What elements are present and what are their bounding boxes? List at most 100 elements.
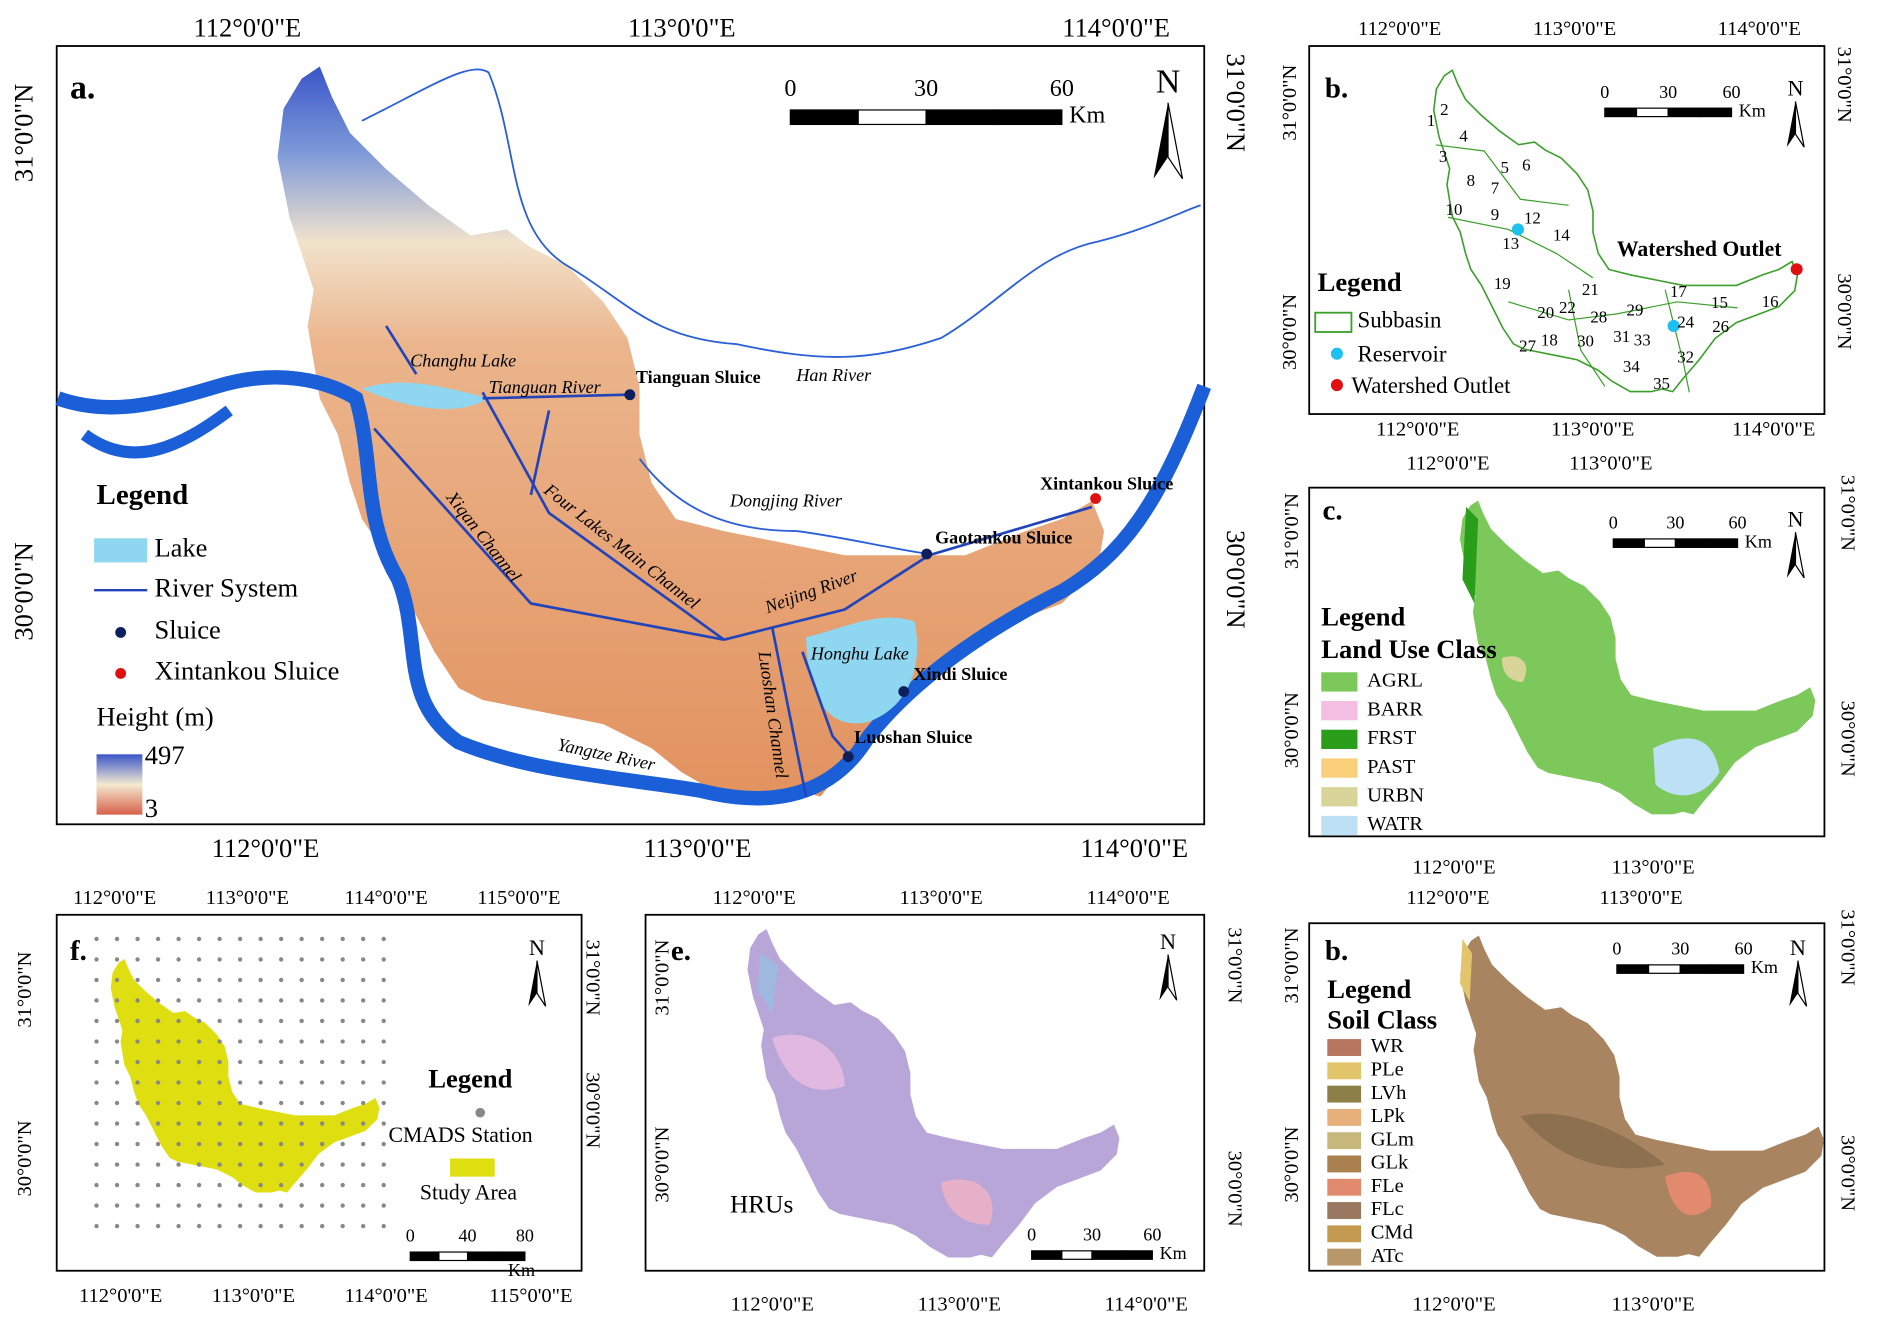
station-dot: [361, 1162, 366, 1167]
map-annotation: Dongjing River: [729, 490, 843, 510]
scale-label: 60: [1143, 1225, 1161, 1245]
station-dot: [196, 1203, 202, 1208]
subbasin-id: 5: [1500, 158, 1508, 177]
sluices: [624, 389, 1102, 763]
station-dot: [176, 1121, 181, 1126]
station-dot: [114, 1182, 120, 1188]
four-lakes-channel: [481, 391, 725, 641]
station-dot: [319, 1141, 325, 1147]
station-dot: [237, 1223, 243, 1229]
station-dot: [381, 977, 386, 983]
forest-patch: [1462, 506, 1479, 604]
station-dot: [381, 1203, 386, 1208]
scale-unit: Km: [1751, 957, 1778, 977]
legend-item: LVh: [1371, 1082, 1407, 1104]
legend-title: Legend: [97, 479, 189, 511]
station-dot: [340, 977, 345, 983]
station-dot: [196, 1121, 202, 1126]
station-dot: [196, 1018, 202, 1024]
station-dot: [114, 936, 120, 942]
longitude-label: 114°0'0"E: [344, 1285, 427, 1307]
subbasin-id: 22: [1559, 298, 1576, 317]
latitude-label: 31°0'0"N: [9, 84, 39, 182]
station-dot: [278, 998, 284, 1003]
station-dot: [237, 1162, 243, 1167]
station-dot: [114, 1100, 120, 1106]
station-dot: [340, 1039, 345, 1044]
station-dot: [94, 1080, 99, 1085]
scale-bar-segment: [1674, 538, 1708, 548]
latitude-label: 30°0'0"N: [1223, 1151, 1245, 1227]
station-dot: [114, 1059, 120, 1065]
station-dot: [361, 1182, 366, 1188]
station-dot: [114, 1141, 120, 1147]
longitude-label: 112°0'0"E: [713, 887, 796, 909]
scale-unit: Km: [508, 1260, 535, 1280]
luoshan-channel: [770, 627, 808, 797]
north-label: N: [1787, 507, 1803, 532]
station-dot: [176, 1018, 181, 1024]
legend-swatch: [1327, 1062, 1362, 1080]
station-dot: [237, 1059, 243, 1065]
station-dot: [319, 1100, 325, 1106]
legend-outlet-swatch: [1330, 379, 1343, 392]
station-dot: [94, 1141, 99, 1147]
scale-bar-segment: [1612, 538, 1645, 548]
legend-swatch: [1321, 815, 1358, 836]
legend-swatch: [1321, 787, 1358, 807]
scale-label: 60: [1722, 82, 1740, 102]
scale-label: 30: [1659, 82, 1677, 102]
station-dot: [155, 1121, 161, 1126]
station-dot: [196, 936, 202, 942]
north-label: N: [1160, 929, 1176, 954]
legend-item: Xintankou Sluice: [154, 656, 339, 686]
station-dot: [155, 998, 161, 1003]
station-dot: [237, 1141, 243, 1147]
station-dot: [258, 1039, 263, 1044]
dongjing-river: [638, 458, 930, 555]
longitude-label: 114°0'0"E: [1087, 887, 1170, 909]
longitude-label: 112°0'0"E: [1376, 419, 1459, 441]
latitude-label: 31°0'0"N: [1223, 927, 1245, 1003]
station-dot: [278, 1203, 284, 1208]
station-dot: [299, 977, 304, 983]
station-dot: [258, 957, 263, 962]
legend-item: WR: [1371, 1035, 1404, 1057]
longitude-label: 112°0'0"E: [1412, 857, 1495, 879]
scale-label: 60: [1050, 75, 1074, 102]
panel-c-map: [1459, 500, 1816, 815]
station-dot: [155, 1059, 161, 1065]
station-dot: [381, 1223, 386, 1229]
station-dot: [94, 1039, 99, 1044]
longitude-label: 113°0'0"E: [1611, 1293, 1694, 1315]
station-dot: [319, 1162, 325, 1167]
north-arrow: [1167, 954, 1178, 1001]
station-dot: [361, 957, 366, 962]
scale-label: 0: [1600, 82, 1609, 102]
station-dot: [135, 998, 140, 1003]
station-dot: [155, 1141, 161, 1147]
scale-bar-segment: [495, 1251, 526, 1262]
station-dot: [361, 998, 366, 1003]
scale-bar-segment: [1061, 1250, 1093, 1260]
station-dot: [114, 1121, 120, 1126]
legend-reservoir-swatch: [1330, 347, 1343, 360]
scale-label: 30: [914, 75, 938, 102]
legend-value: 497: [145, 740, 185, 770]
north-arrow: [528, 960, 537, 1007]
scale-unit: Km: [1745, 531, 1772, 551]
station-dot: [176, 1203, 181, 1208]
station-dot: [340, 957, 345, 962]
subbasin-id: 34: [1623, 357, 1640, 376]
legend-subtitle: Soil Class: [1327, 1004, 1437, 1034]
station-dot: [340, 1080, 345, 1085]
legend-item: CMd: [1371, 1222, 1413, 1244]
longitude-label: 114°0'0"E: [1105, 1293, 1188, 1315]
changhu-lake: [361, 382, 489, 410]
legend-swatch: [1327, 1039, 1362, 1056]
station-dot: [258, 1121, 263, 1126]
station-dot: [319, 1059, 325, 1065]
station-dot: [278, 936, 284, 942]
station-dot: [278, 1059, 284, 1065]
longitude-label: 114°0'0"E: [1062, 12, 1170, 42]
